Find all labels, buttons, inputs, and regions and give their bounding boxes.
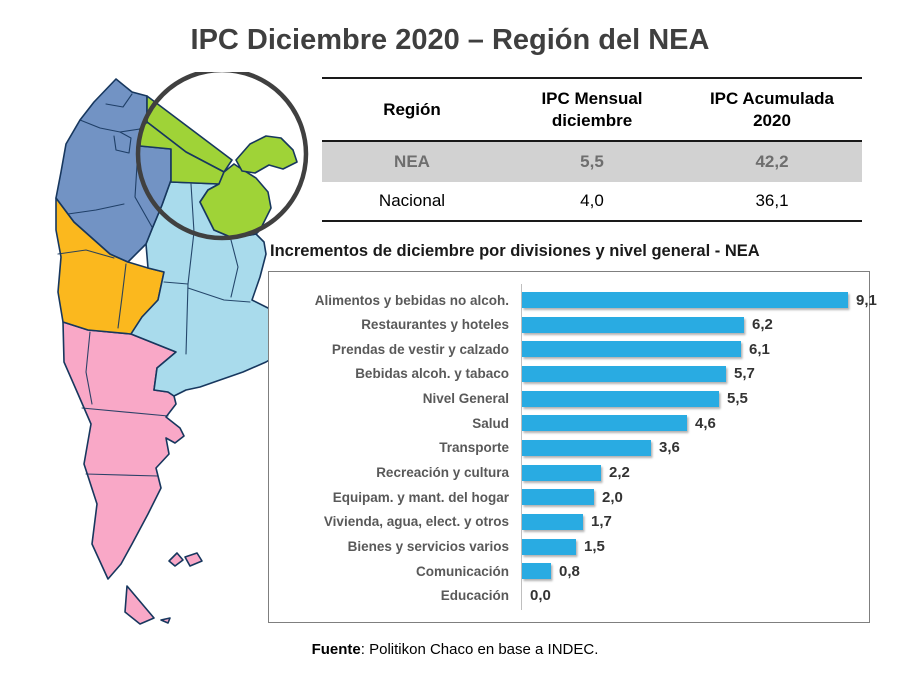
row-nea-acumulada: 42,2 bbox=[755, 152, 789, 171]
category-label: Bienes y servicios varios bbox=[347, 539, 509, 555]
row-nacional-mensual: 4,0 bbox=[580, 191, 604, 210]
chart-axis-line bbox=[521, 284, 522, 610]
bar-track: 0,0 bbox=[522, 584, 869, 608]
category-label: Nivel General bbox=[422, 391, 509, 407]
value-label: 1,5 bbox=[584, 538, 605, 556]
source-note: Fuente: Politikon Chaco en base a INDEC. bbox=[0, 641, 900, 658]
category-label: Prendas de vestir y calzado bbox=[331, 341, 509, 357]
value-label: 0,0 bbox=[530, 587, 551, 605]
category-label: Comunicación bbox=[415, 563, 509, 579]
table-header-row: Región IPC Mensual diciembre IPC Acumula… bbox=[322, 79, 862, 142]
category-label: Salud bbox=[472, 415, 509, 431]
bar-track: 1,5 bbox=[522, 535, 869, 559]
argentina-map bbox=[28, 67, 310, 648]
value-label: 1,7 bbox=[591, 513, 612, 531]
table-row-nea: NEA 5,5 42,2 bbox=[322, 142, 862, 182]
chart-row: Salud 4,6 bbox=[269, 411, 869, 435]
bar bbox=[522, 316, 744, 333]
bar-track: 6,1 bbox=[522, 337, 869, 361]
bar bbox=[522, 292, 848, 308]
value-label: 5,7 bbox=[734, 365, 755, 383]
row-nacional-acumulada: 36,1 bbox=[755, 191, 789, 210]
row-nea-mensual: 5,5 bbox=[580, 152, 604, 171]
chart-row: Nivel General 5,5 bbox=[269, 387, 869, 411]
category-label: Equipam. y mant. del hogar bbox=[332, 489, 509, 505]
bar bbox=[522, 365, 726, 382]
category-label: Restaurantes y hoteles bbox=[361, 317, 509, 333]
value-label: 6,2 bbox=[752, 316, 773, 334]
value-label: 4,6 bbox=[695, 414, 716, 432]
category-label: Recreación y cultura bbox=[376, 465, 509, 481]
bar-track: 4,6 bbox=[522, 411, 869, 435]
bar bbox=[522, 538, 576, 555]
category-label: Educación bbox=[440, 588, 509, 604]
value-label: 2,2 bbox=[609, 464, 630, 482]
bar-chart: Alimentos y bebidas no alcoh. 9,1 Restaura… bbox=[268, 271, 877, 623]
chart-row: Transporte 3,6 bbox=[269, 436, 869, 460]
bar-track: 3,6 bbox=[522, 436, 869, 460]
value-label: 6,1 bbox=[749, 340, 770, 358]
chart-row: Alimentos y bebidas no alcoh. 9,1 bbox=[269, 288, 877, 312]
row-nea-region: NEA bbox=[394, 152, 430, 171]
category-label: Alimentos y bebidas no alcoh. bbox=[314, 292, 509, 308]
category-label: Bebidas alcoh. y tabaco bbox=[355, 366, 509, 382]
value-label: 0,8 bbox=[559, 562, 580, 580]
bar-track: 5,5 bbox=[522, 387, 869, 411]
bar bbox=[522, 415, 687, 432]
argentina-map-svg bbox=[55, 67, 309, 625]
islands-malvinas bbox=[168, 552, 203, 567]
value-label: 9,1 bbox=[856, 291, 877, 309]
bar bbox=[522, 341, 741, 358]
category-label: Vivienda, agua, elect. y otros bbox=[323, 514, 509, 530]
bar bbox=[522, 489, 594, 506]
bar-track: 1,7 bbox=[522, 510, 869, 534]
source-text: : Politikon Chaco en base a INDEC. bbox=[360, 641, 599, 658]
chart-row: Comunicación 0,8 bbox=[269, 559, 869, 583]
col-header-region: Región bbox=[383, 99, 441, 119]
region-tierra-del-fuego bbox=[124, 585, 155, 625]
bar bbox=[522, 390, 719, 407]
ipc-summary-table: Región IPC Mensual diciembre IPC Acumula… bbox=[322, 77, 862, 222]
chart-row: Prendas de vestir y calzado 6,1 bbox=[269, 337, 869, 361]
bar-track: 0,8 bbox=[522, 559, 869, 583]
bar-track: 9,1 bbox=[522, 288, 877, 312]
chart-row: Restaurantes y hoteles 6,2 bbox=[269, 313, 869, 337]
bar bbox=[522, 439, 651, 456]
value-label: 5,5 bbox=[727, 390, 748, 408]
bar-track: 2,0 bbox=[522, 485, 869, 509]
category-label: Transporte bbox=[439, 440, 509, 456]
chart-row: Educación 0,0 bbox=[269, 584, 869, 608]
region-nea-misiones bbox=[235, 135, 298, 174]
bar-track: 2,2 bbox=[522, 461, 869, 485]
bar-track: 5,7 bbox=[522, 362, 869, 386]
bar-track: 6,2 bbox=[522, 313, 869, 337]
chart-row: Bienes y servicios varios 1,5 bbox=[269, 535, 869, 559]
page-title: IPC Diciembre 2020 – Región del NEA bbox=[190, 24, 710, 56]
col-header-ipc-acumulada: IPC Acumulada 2020 bbox=[709, 89, 835, 130]
bar bbox=[522, 563, 551, 580]
source-label: Fuente bbox=[311, 641, 361, 658]
table-row-nacional: Nacional 4,0 36,1 bbox=[322, 182, 862, 220]
island-small bbox=[160, 617, 171, 624]
chart-row: Bebidas alcoh. y tabaco 5,7 bbox=[269, 362, 869, 386]
chart-rows: Alimentos y bebidas no alcoh. 9,1 Restaura… bbox=[269, 288, 877, 608]
bar bbox=[522, 513, 583, 530]
chart-row: Recreación y cultura 2,2 bbox=[269, 461, 869, 485]
value-label: 2,0 bbox=[602, 488, 623, 506]
col-header-ipc-mensual: IPC Mensual diciembre bbox=[541, 89, 643, 130]
chart-row: Equipam. y mant. del hogar 2,0 bbox=[269, 485, 869, 509]
value-label: 3,6 bbox=[659, 439, 680, 457]
bar bbox=[522, 464, 601, 481]
chart-title: Incrementos de diciembre por divisiones … bbox=[270, 242, 760, 260]
row-nacional-region: Nacional bbox=[378, 191, 446, 210]
chart-row: Vivienda, agua, elect. y otros 1,7 bbox=[269, 510, 869, 534]
